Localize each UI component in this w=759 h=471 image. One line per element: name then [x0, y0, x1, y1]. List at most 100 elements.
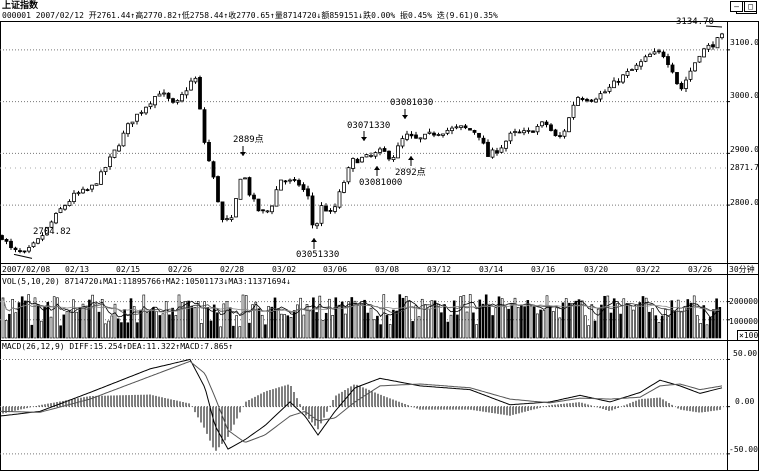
- volume-bar: [344, 313, 347, 339]
- candle-up: [27, 247, 31, 252]
- candle-down: [85, 189, 90, 191]
- volume-bar: [612, 298, 616, 339]
- volume-bar: [190, 306, 194, 339]
- candle-down: [324, 205, 328, 212]
- volume-panel: [0, 294, 730, 339]
- x-axis-label: 03/02: [272, 265, 297, 274]
- volume-bar: [33, 297, 37, 339]
- volume-bar: [212, 304, 216, 339]
- volume-bar: [40, 320, 43, 339]
- volume-bar: [187, 300, 190, 339]
- volume-bar: [478, 299, 482, 339]
- volume-bar: [145, 312, 149, 339]
- candle-up: [369, 155, 373, 157]
- volume-bar: [376, 315, 379, 339]
- level-annotation: 2892点: [395, 168, 426, 178]
- candle-up: [436, 134, 441, 136]
- volume-bar: [427, 308, 430, 339]
- volume-bar: [174, 315, 178, 339]
- candle-up: [333, 206, 337, 212]
- volume-bar: [193, 306, 197, 339]
- volume-ma-line: [2, 297, 720, 316]
- candle-down: [670, 64, 675, 73]
- candle-down: [409, 133, 414, 137]
- candle-up: [351, 158, 355, 169]
- volume-bar: [654, 315, 658, 339]
- volume-bar: [699, 323, 702, 339]
- volume-bar: [312, 297, 315, 339]
- volume-bar: [385, 315, 389, 339]
- volume-bar: [456, 314, 459, 339]
- volume-bar: [532, 306, 536, 339]
- candle-up: [454, 126, 459, 129]
- volume-bar: [232, 325, 235, 339]
- minimize-button[interactable]: —: [730, 1, 743, 12]
- volume-bar: [507, 308, 510, 339]
- volume-bar: [286, 315, 290, 339]
- volume-bar: [27, 294, 30, 339]
- volume-bar: [110, 315, 114, 339]
- candle-up: [567, 117, 571, 133]
- candle-down: [544, 121, 549, 126]
- volume-bar: [430, 300, 434, 339]
- candle-down: [616, 80, 621, 83]
- candle-down: [657, 50, 661, 53]
- volume-bar: [472, 312, 475, 339]
- volume-bar: [609, 312, 613, 339]
- volume-bar: [56, 297, 59, 339]
- volume-bar: [459, 296, 462, 339]
- time-arrow-head: [311, 238, 317, 242]
- candle-up: [193, 77, 198, 83]
- maximize-button[interactable]: □: [744, 1, 757, 12]
- candle-up: [513, 131, 517, 133]
- candle-up: [508, 132, 513, 142]
- candle-up: [639, 61, 643, 67]
- x-axis-label: 03/14: [479, 265, 504, 274]
- volume-bar: [81, 303, 85, 339]
- candle-up: [45, 226, 49, 236]
- candle-down: [675, 72, 679, 85]
- volume-bar: [526, 300, 530, 339]
- volume-bar: [222, 303, 226, 339]
- volume-bar: [584, 315, 587, 339]
- volume-bar: [555, 307, 558, 339]
- candle-up: [634, 64, 639, 70]
- candle-down: [306, 188, 310, 197]
- candle-up: [40, 235, 45, 240]
- volume-bar: [104, 323, 107, 339]
- volume-bar: [641, 296, 645, 339]
- volume-bar: [324, 312, 328, 339]
- volume-bar: [139, 309, 142, 339]
- price-y-tick: 3100.0: [730, 38, 759, 47]
- volume-bar: [97, 311, 101, 339]
- volume-bar: [360, 302, 363, 339]
- candle-up: [130, 121, 135, 125]
- candle-down: [166, 92, 171, 99]
- volume-bar: [20, 296, 24, 339]
- volume-bar: [241, 294, 245, 339]
- volume-bar: [424, 304, 427, 339]
- candle-up: [526, 129, 531, 132]
- candle-up: [576, 97, 580, 106]
- candle-up: [625, 71, 630, 76]
- volume-bar: [65, 310, 69, 339]
- volume-bar: [30, 324, 34, 339]
- low-annotation: 2704.82: [33, 227, 71, 237]
- volume-bar: [382, 294, 386, 339]
- candle-up: [103, 167, 108, 173]
- volume-bar: [14, 312, 18, 339]
- candle-up: [342, 182, 346, 193]
- volume-bar: [590, 304, 594, 339]
- candle-down: [580, 97, 585, 101]
- volume-bar: [270, 306, 274, 339]
- candle-up: [427, 131, 432, 134]
- candle-up: [49, 221, 54, 228]
- volume-bar: [94, 303, 98, 339]
- candle-up: [117, 145, 121, 152]
- x-axis-label: 03/12: [427, 265, 452, 274]
- volume-bar: [616, 303, 619, 339]
- volume-bar: [395, 310, 398, 339]
- volume-bar: [46, 301, 50, 339]
- volume-bar: [209, 320, 213, 339]
